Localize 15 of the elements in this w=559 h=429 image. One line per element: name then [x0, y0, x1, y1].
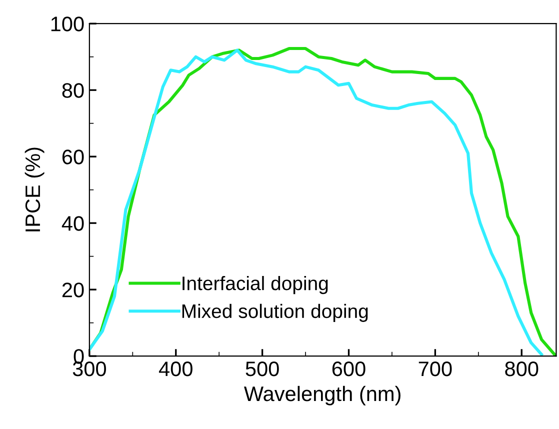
x-tick-label: 300: [72, 361, 106, 376]
legend-label: Interfacial doping: [182, 276, 328, 294]
y-tick-label: 40: [62, 216, 84, 231]
x-tick-label: 400: [158, 361, 192, 376]
y-tick-label: 60: [62, 150, 84, 164]
x-tick-label: 800: [505, 361, 538, 376]
x-tick-label: 700: [418, 361, 452, 376]
y-axis-title: IPCE (%): [24, 148, 44, 232]
x-tick-label: 500: [246, 361, 279, 376]
x-tick-label: 600: [332, 361, 366, 376]
y-tick-label: 20: [62, 282, 84, 298]
y-tick-label: 80: [62, 83, 84, 98]
y-tick-label: 100: [51, 16, 84, 32]
x-axis-title: Wavelength (nm): [244, 386, 400, 406]
legend-label: Mixed solution doping: [182, 304, 368, 322]
